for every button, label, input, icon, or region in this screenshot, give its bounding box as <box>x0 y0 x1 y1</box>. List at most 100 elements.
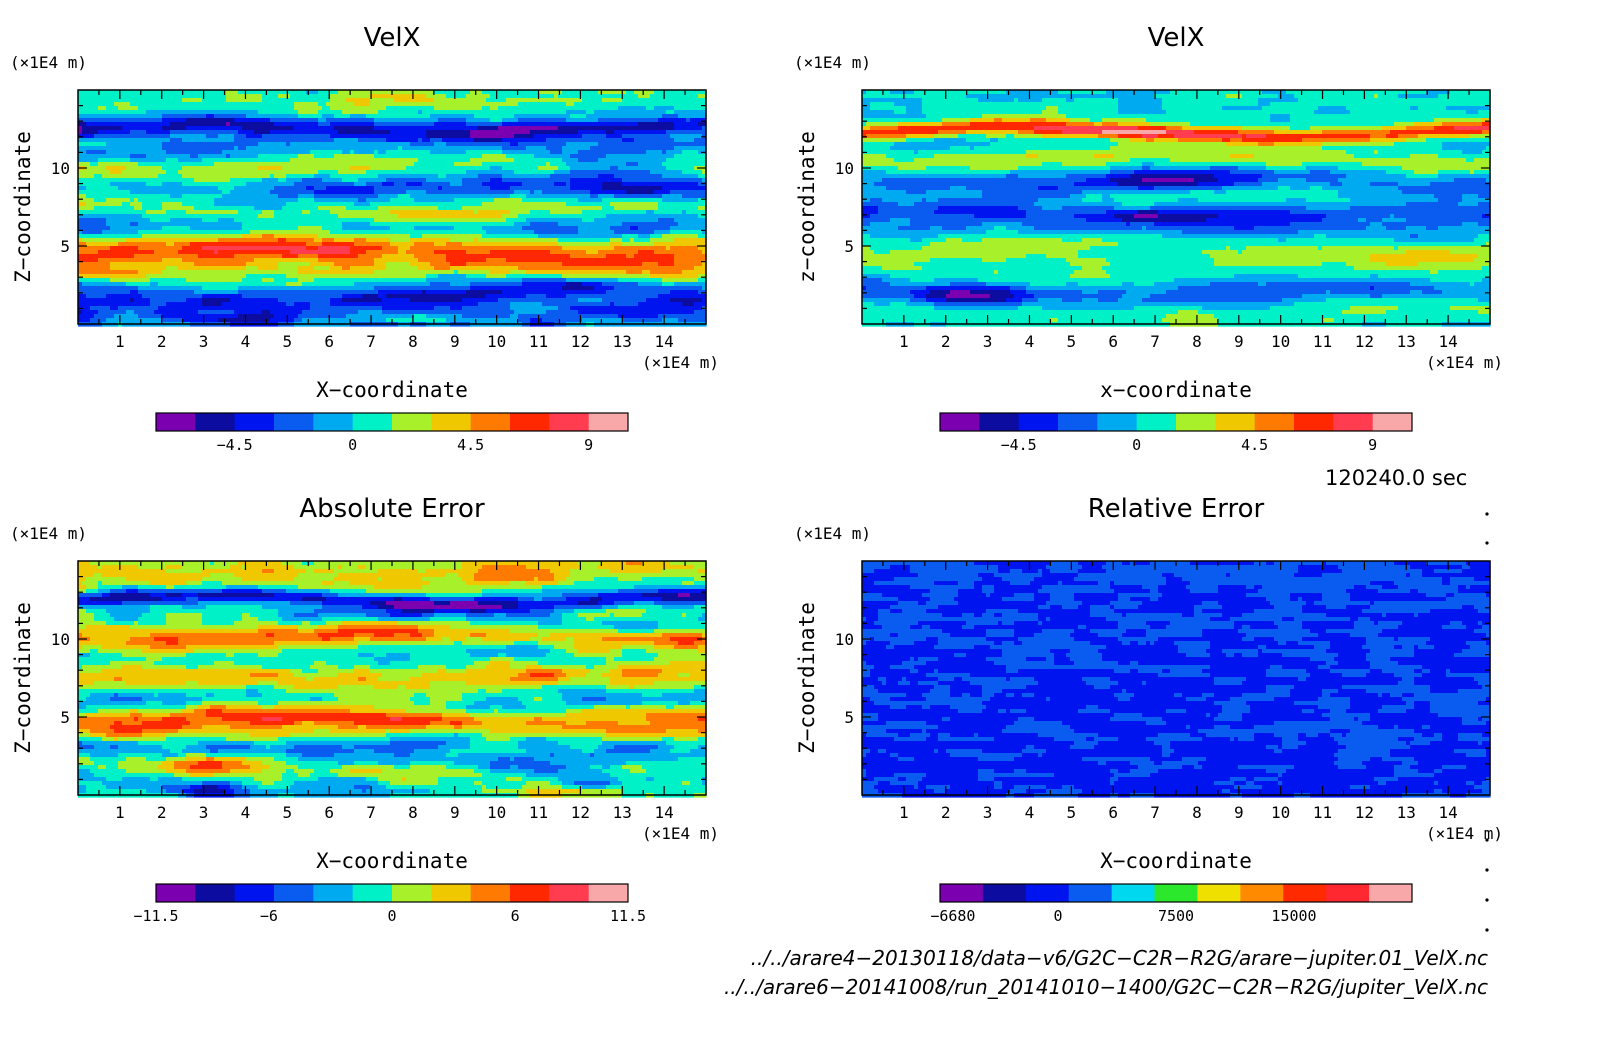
field-cell <box>258 106 263 111</box>
field-cell <box>170 118 175 123</box>
field-cell <box>310 106 315 111</box>
field-cell <box>674 94 679 99</box>
field-cell <box>242 102 247 107</box>
field-cell <box>406 98 411 103</box>
field-cell <box>262 102 267 107</box>
field-cell <box>114 118 119 123</box>
field-cell <box>270 98 275 103</box>
field-cell <box>690 98 695 103</box>
field-cell <box>614 94 619 99</box>
field-cell <box>258 102 263 107</box>
field-cell <box>82 106 87 111</box>
field-cell <box>646 94 651 99</box>
field-cell <box>638 102 643 107</box>
field-cell <box>610 94 615 99</box>
field-cell <box>546 102 551 107</box>
field-cell <box>134 114 139 119</box>
field-cell <box>254 114 259 119</box>
field-cell <box>474 114 479 119</box>
field-cell <box>354 110 359 115</box>
field-cell <box>294 106 299 111</box>
field-cell <box>594 98 599 103</box>
field-cell <box>158 114 163 119</box>
field-cell <box>490 94 495 99</box>
field-cell <box>170 102 175 107</box>
field-cell <box>502 110 507 115</box>
field-cell <box>590 106 595 111</box>
field-cell <box>118 118 123 123</box>
field-cell <box>90 98 95 103</box>
field-cell <box>582 98 587 103</box>
field-cell <box>558 110 563 115</box>
field-cell <box>334 98 339 103</box>
field-cell <box>330 114 335 119</box>
field-cell <box>322 98 327 103</box>
field-cell <box>226 94 231 99</box>
field-cell <box>434 102 439 107</box>
field-cell <box>274 118 279 123</box>
field-cell <box>102 102 107 107</box>
field-cell <box>410 110 415 115</box>
field-cell <box>506 114 511 119</box>
field-cell <box>110 114 115 119</box>
field-cell <box>594 106 599 111</box>
field-cell <box>610 102 615 107</box>
field-cell <box>530 114 535 119</box>
field-cell <box>454 114 459 119</box>
field-cell <box>118 102 123 107</box>
field-cell <box>606 106 611 111</box>
field-cell <box>650 110 655 115</box>
field-cell <box>502 102 507 107</box>
field-cell <box>542 94 547 99</box>
field-cell <box>522 102 527 107</box>
field-cell <box>522 110 527 115</box>
field-cell <box>474 106 479 111</box>
field-cell <box>426 94 431 99</box>
field-cell <box>482 102 487 107</box>
field-cell <box>330 110 335 115</box>
field-cell <box>638 110 643 115</box>
field-cell <box>358 110 363 115</box>
field-cell <box>362 106 367 111</box>
field-cell <box>630 114 635 119</box>
field-cell <box>674 98 679 103</box>
field-cell <box>542 102 547 107</box>
field-cell <box>230 118 235 123</box>
field-cell <box>86 106 91 111</box>
field-cell <box>666 102 671 107</box>
field-cell <box>250 102 255 107</box>
field-cell <box>638 114 643 119</box>
field-cell <box>242 114 247 119</box>
field-cell <box>638 94 643 99</box>
field-cell <box>210 118 215 123</box>
field-cell <box>486 102 491 107</box>
field-cell <box>438 94 443 99</box>
field-cell <box>630 102 635 107</box>
field-cell <box>370 110 375 115</box>
field-cell <box>222 98 227 103</box>
field-cell <box>266 118 271 123</box>
field-cell <box>682 98 687 103</box>
field-cell <box>298 98 303 103</box>
field-cell <box>502 98 507 103</box>
field-cell <box>690 102 695 107</box>
field-cell <box>238 114 243 119</box>
field-cell <box>238 110 243 115</box>
field-cell <box>522 114 527 119</box>
field-cell <box>114 110 119 115</box>
field-cell <box>274 98 279 103</box>
field-cell <box>150 118 155 123</box>
field-cell <box>110 118 115 123</box>
field-cell <box>686 94 691 99</box>
field-cell <box>106 114 111 119</box>
field-cell <box>530 106 535 111</box>
field-cell <box>582 106 587 111</box>
field-cell <box>414 102 419 107</box>
field-cell <box>122 110 127 115</box>
field-cell <box>630 106 635 111</box>
field-cell <box>254 98 259 103</box>
field-cell <box>410 98 415 103</box>
field-cell <box>158 106 163 111</box>
field-cell <box>270 118 275 123</box>
field-cell <box>294 102 299 107</box>
